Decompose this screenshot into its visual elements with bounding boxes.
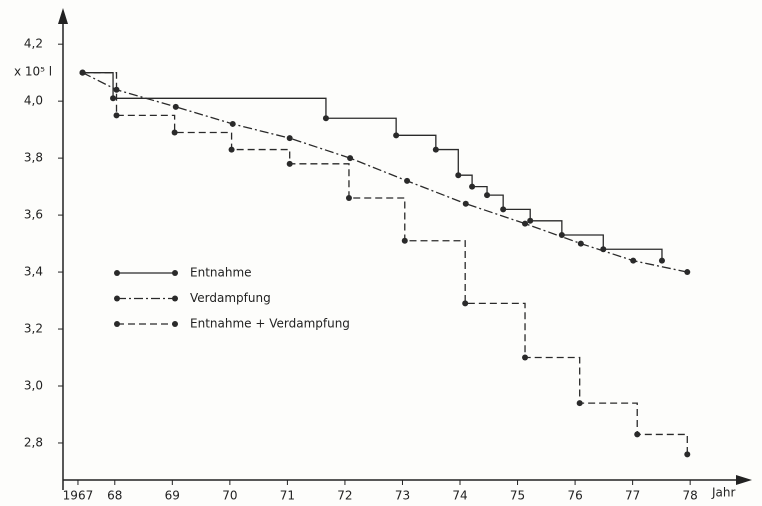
data-point: [393, 132, 400, 139]
data-point: [684, 451, 691, 458]
legend-label: Entnahme: [190, 266, 252, 280]
data-point: [558, 232, 565, 239]
y-tick-label: 3,0: [24, 379, 43, 393]
data-point: [484, 192, 491, 199]
data-point: [404, 177, 411, 184]
data-point: [110, 95, 117, 102]
data-point: [286, 135, 293, 142]
y-tick-label: 4,0: [24, 94, 43, 108]
series-line: [82, 72, 688, 455]
y-tick-label: 3,4: [24, 265, 43, 279]
x-tick-label: 68: [107, 489, 122, 503]
y-axis-arrow: [58, 8, 68, 24]
data-point: [229, 120, 236, 127]
x-axis-arrow: [736, 475, 752, 485]
data-point: [577, 240, 584, 247]
x-tick-label: 69: [165, 489, 180, 503]
legend-marker: [114, 295, 120, 302]
x-axis-label: Jahr: [711, 486, 735, 500]
x-tick-label: 1967: [63, 489, 94, 503]
x-tick-label: 77: [625, 489, 640, 503]
y-tick-label: 3,8: [24, 151, 43, 165]
data-point: [432, 146, 439, 153]
data-point: [522, 354, 529, 361]
x-tick-label: 74: [452, 489, 467, 503]
data-point: [522, 220, 529, 227]
data-point: [171, 129, 178, 136]
data-point: [455, 172, 462, 179]
y-tick-label: 3,6: [24, 208, 43, 222]
data-point: [286, 160, 293, 167]
legend-marker: [114, 321, 120, 327]
y-tick-label: 3,2: [24, 322, 43, 336]
data-point: [401, 237, 408, 244]
data-point: [113, 86, 120, 93]
data-point: [658, 257, 665, 264]
data-point: [462, 300, 469, 307]
data-point: [172, 103, 179, 110]
x-tick-label: 72: [337, 489, 352, 503]
y-tick-label: 4,2: [24, 37, 43, 51]
x-tick-label: 71: [280, 489, 295, 503]
x-tick-label: 70: [222, 489, 237, 503]
data-point: [322, 115, 329, 122]
data-point: [228, 146, 235, 153]
x-tick-label: 76: [567, 489, 582, 503]
series-line: [82, 72, 688, 273]
x-tick-label: 73: [395, 489, 410, 503]
data-point: [113, 112, 120, 119]
data-point: [527, 217, 534, 224]
legend-marker: [172, 321, 178, 327]
data-point: [469, 183, 476, 190]
data-point: [634, 431, 641, 438]
x-tick-label: 75: [510, 489, 525, 503]
data-point: [462, 200, 469, 207]
data-point: [684, 269, 691, 276]
series-line: [82, 72, 663, 261]
data-point: [630, 257, 637, 264]
legend-marker: [114, 270, 120, 276]
data-point: [347, 155, 354, 162]
legend-label: Verdampfung: [190, 291, 271, 305]
data-point: [345, 195, 352, 201]
legend-marker: [172, 295, 178, 302]
legend-marker: [172, 270, 178, 276]
data-point: [500, 206, 507, 213]
data-point: [79, 69, 86, 76]
y-tick-label: 2,8: [24, 435, 43, 449]
data-point: [576, 400, 583, 407]
y-axis-label: x 10⁵ l: [14, 65, 52, 79]
x-tick-label: 78: [683, 489, 698, 503]
legend-label: Entnahme + Verdampfung: [190, 317, 350, 331]
